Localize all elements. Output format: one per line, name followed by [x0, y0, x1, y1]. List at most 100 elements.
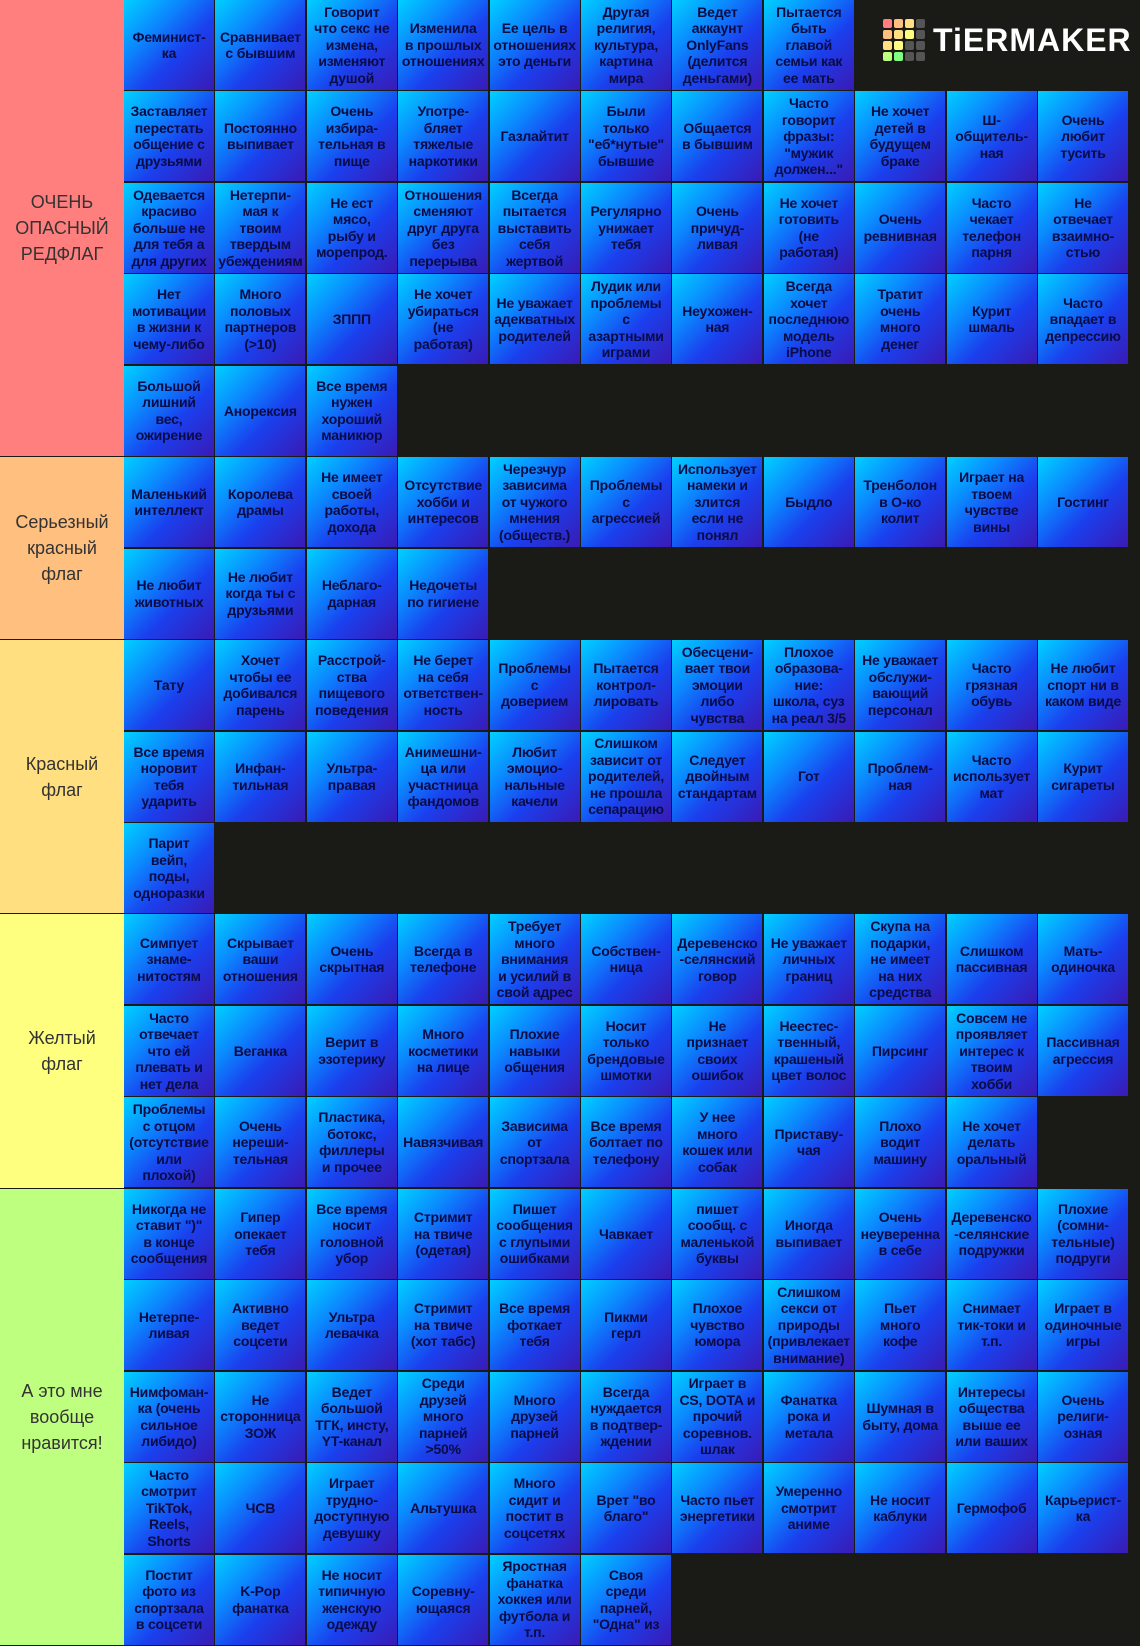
tier-item[interactable]: Всегда нуждается в подтвер- ждении [581, 1371, 671, 1462]
tier-item[interactable]: Яростная фанатка хоккея или футбола и т.… [489, 1554, 580, 1645]
tier-item[interactable]: Очень любит тусить [1038, 91, 1128, 182]
tier-item[interactable]: ЧСВ [215, 1463, 306, 1554]
tier-item[interactable]: Нет мотивации в жизни к чему-либо [124, 274, 214, 365]
tier-item[interactable]: Быдло [763, 457, 854, 548]
tier-item[interactable]: Заставляет перестать общение с друзьями [124, 91, 214, 182]
tier-item[interactable]: Все время фоткает тебя [489, 1280, 580, 1371]
tier-item[interactable]: Активно ведет соцсети [215, 1280, 306, 1371]
tier-item[interactable]: Врет "во благо" [581, 1463, 671, 1554]
tier-item[interactable]: Маленький интеллект [124, 457, 214, 548]
tier-item[interactable]: Очень избира- тельная в пище [306, 91, 397, 182]
tier-item[interactable]: Не носит типичную женскую одежду [306, 1554, 397, 1645]
tier-item[interactable]: Альтушка [398, 1463, 489, 1554]
tier-item[interactable]: Гостинг [1038, 457, 1128, 548]
tier-item[interactable]: Не хочет детей в будущем браке [855, 91, 946, 182]
tier-item[interactable]: Следует двойным стандартам [672, 731, 763, 822]
tier-item[interactable]: Не носит каблуки [855, 1463, 946, 1554]
tier-item[interactable]: Веганка [215, 1005, 306, 1096]
tier-item[interactable]: Не хочет делать оральный [946, 1097, 1037, 1188]
tier-item[interactable]: Иногда выпивает [763, 1188, 854, 1279]
tier-item[interactable]: Часто отвечает что ей плевать и нет дела [124, 1005, 214, 1096]
tier-item[interactable]: Не берет на себя ответствен- ность [398, 640, 489, 731]
tier-item[interactable]: Всегда хочет последнюю модель iPhone [763, 274, 854, 365]
tier-item[interactable]: Деревенско -селянский говор [672, 914, 763, 1005]
tier-item[interactable]: Зависима от спортзала [489, 1097, 580, 1188]
tier-item[interactable]: Лудик или проблемы с азартными играми [581, 274, 671, 365]
tier-item[interactable]: Фанатка рока и метала [763, 1371, 854, 1462]
tier-item[interactable]: Очень религи- озная [1038, 1371, 1128, 1462]
tier-item[interactable]: Все время нужен хороший маникюр [306, 365, 397, 456]
tier-item[interactable]: Играет в CS, DOTA и прочий соревнов. шла… [672, 1371, 763, 1462]
tier-item[interactable]: Симпует знаме- нитостям [124, 914, 214, 1005]
tier-item[interactable]: Черезчур зависима от чужого мнения (обще… [489, 457, 580, 548]
tier-item[interactable]: Чавкает [581, 1188, 671, 1279]
tier-item[interactable]: Проблемы с агрессией [581, 457, 671, 548]
tier-item[interactable]: Часто использует мат [946, 731, 1037, 822]
tier-item[interactable]: Гермофоб [946, 1463, 1037, 1554]
tier-item[interactable]: Пассивная агрессия [1038, 1005, 1128, 1096]
tier-item[interactable]: Пирсинг [855, 1005, 946, 1096]
tier-item[interactable]: Неухожен- ная [672, 274, 763, 365]
tier-item[interactable]: Умеренно смотрит аниме [763, 1463, 854, 1554]
tier-item[interactable]: Анорексия [215, 365, 306, 456]
tier-item[interactable]: Собствен- ница [581, 914, 671, 1005]
tier-item[interactable]: Очень скрытная [306, 914, 397, 1005]
tier-item[interactable]: Много косметики на лице [398, 1005, 489, 1096]
tier-item[interactable]: Не хочет готовить (не работая) [763, 182, 854, 273]
tier-item[interactable]: Совсем не проявляет интерес к твоим хобб… [946, 1005, 1037, 1096]
tier-item[interactable]: Требует много внимания и усилий в свой а… [489, 914, 580, 1005]
tier-item[interactable]: Очень нереши- тельная [215, 1097, 306, 1188]
tier-item[interactable]: Расстрой- ства пищевого поведения [306, 640, 397, 731]
tier-item[interactable]: Много сидит и постит в соцсетях [489, 1463, 580, 1554]
tier-item[interactable]: Плохие (сомни- тельные) подруги [1038, 1188, 1128, 1279]
tier-item[interactable]: Играет на твоем чувстве вины [946, 457, 1037, 548]
tier-item[interactable]: Все время носит головной убор [306, 1188, 397, 1279]
tier-item[interactable]: Часто говорит фразы: "мужик должен..." [763, 91, 854, 182]
tier-item[interactable]: Пытается контрол- лировать [581, 640, 671, 731]
tier-item[interactable]: Ультра левачка [306, 1280, 397, 1371]
tier-item[interactable]: Стримит на твиче (хот табс) [398, 1280, 489, 1371]
tier-item[interactable]: Шумная в быту, дома [855, 1371, 946, 1462]
tier-item[interactable]: Говорит что секс не измена, изменяют душ… [306, 0, 397, 90]
tier-item[interactable]: Не имеет своей работы, дохода [306, 457, 397, 548]
tier-item[interactable]: Играет трудно- доступную девушку [306, 1463, 397, 1554]
tier-item[interactable]: Курит шмаль [946, 274, 1037, 365]
tier-item[interactable]: Плохое чувство юмора [672, 1280, 763, 1371]
tier-item[interactable]: Играет в одиночные игры [1038, 1280, 1128, 1371]
tier-item[interactable]: Королева драмы [215, 457, 306, 548]
tier-item[interactable]: Сравнивает с бывшим [215, 0, 306, 90]
tier-item[interactable]: Были только "еб*нутые" бывшие [581, 91, 671, 182]
tier-item[interactable]: Неестес- твенный, крашеный цвет волос [763, 1005, 854, 1096]
tier-item[interactable]: Общается в бывшим [672, 91, 763, 182]
tier-item[interactable]: Регулярно унижает тебя [581, 182, 671, 273]
tier-item[interactable]: Нимфоман- ка (очень сильное либидо) [124, 1371, 214, 1462]
tier-item[interactable]: Не отвечает взаимно- стью [1038, 182, 1128, 273]
tier-item[interactable]: Неблаго- дарная [306, 548, 397, 639]
tier-item[interactable]: Большой лишний вес, ожирение [124, 365, 214, 456]
tier-item[interactable]: Соревну- ющаяся [398, 1554, 489, 1645]
tier-item[interactable]: Деревенско -селянские подружки [946, 1188, 1037, 1279]
tier-item[interactable]: Скрывает ваши отношения [215, 914, 306, 1005]
tier-item[interactable]: Другая религия, культура, картина мира [581, 0, 671, 90]
tier-item[interactable]: Не признает своих ошибок [672, 1005, 763, 1096]
tier-item[interactable]: Скупа на подарки, не имеет на них средст… [855, 914, 946, 1005]
tier-item[interactable]: Тренболон в О-ко колит [855, 457, 946, 548]
tier-item[interactable]: Не сторонница ЗОЖ [215, 1371, 306, 1462]
tier-item[interactable]: Употре- бляет тяжелые наркотики [398, 91, 489, 182]
tier-item[interactable]: Плохие навыки общения [489, 1005, 580, 1096]
tier-item[interactable]: Тратит очень много денег [855, 274, 946, 365]
tier-item[interactable]: Слишком пассивная [946, 914, 1037, 1005]
tier-item[interactable]: Отношения сменяют друг друга без перерыв… [398, 182, 489, 273]
tier-item[interactable]: Феминист- ка [124, 0, 214, 90]
tier-item[interactable]: Приставу- чая [763, 1097, 854, 1188]
tier-item[interactable]: Слишком секси от природы (привлекает вни… [763, 1280, 854, 1371]
tier-item[interactable]: Плохое образова- ние: школа, суз на реал… [763, 640, 854, 731]
tier-item[interactable]: Проблемы с отцом (отсутствие или плохой) [124, 1097, 214, 1188]
tier-item[interactable]: Часто чекает телефон парня [946, 182, 1037, 273]
tier-item[interactable]: Постоянно выпивает [215, 91, 306, 182]
tier-item[interactable]: Слишком зависит от родителей, не прошла … [581, 731, 671, 822]
tier-item[interactable]: Пластика, ботокс, филлеры и прочее [306, 1097, 397, 1188]
tier-item[interactable]: Все время болтает по телефону [581, 1097, 671, 1188]
tier-item[interactable]: Гот [763, 731, 854, 822]
tier-item[interactable]: Курит сигареты [1038, 731, 1128, 822]
